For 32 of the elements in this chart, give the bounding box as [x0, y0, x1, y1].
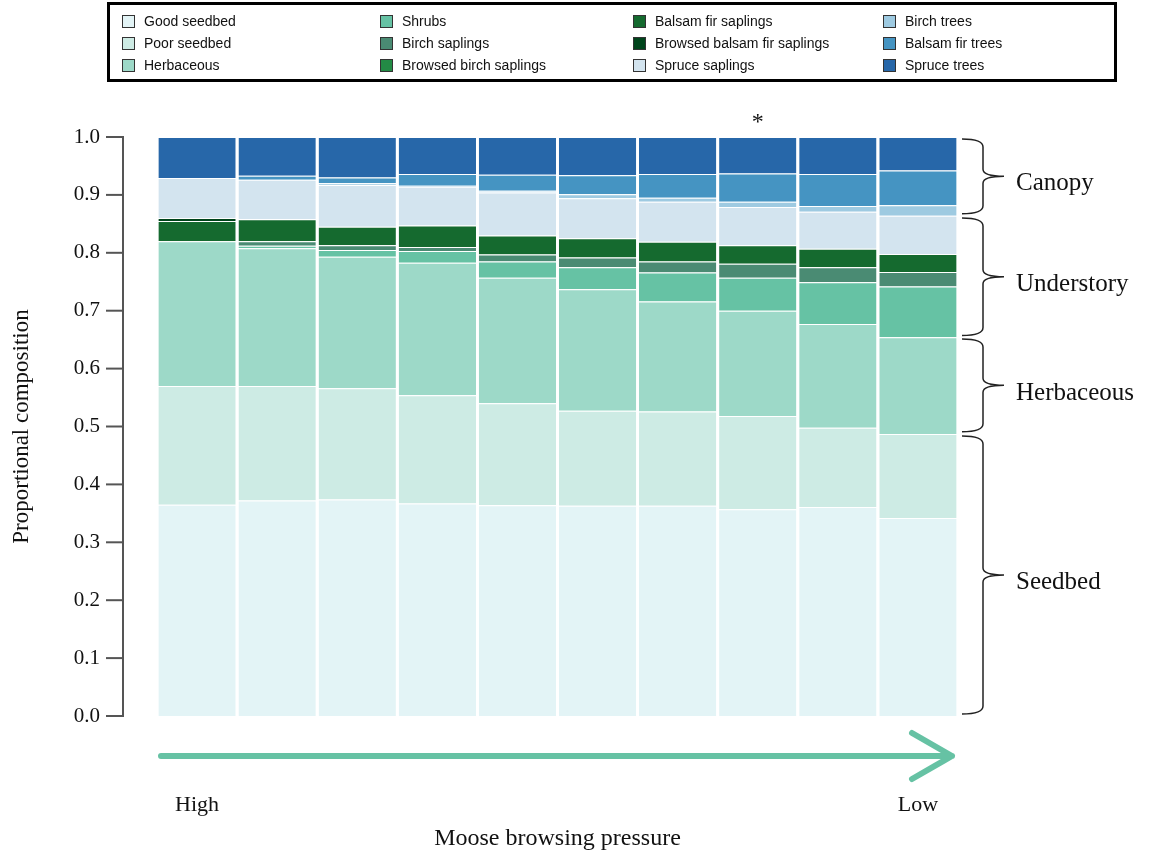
- legend-label: Spruce saplings: [655, 57, 755, 73]
- legend-label: Browsed birch saplings: [402, 57, 546, 73]
- x-tick-label: Low: [897, 790, 939, 816]
- y-tick-label: 0.1: [73, 644, 100, 669]
- legend-label: Herbaceous: [144, 57, 220, 73]
- text: Herbaceous: [1016, 376, 1134, 407]
- legend-label: Shrubs: [402, 13, 447, 29]
- y-tick-label: 0.4: [73, 470, 101, 495]
- data-label: *: [751, 108, 764, 135]
- text: Understory: [1016, 267, 1129, 298]
- y-tick-label: 0.8: [73, 239, 100, 264]
- y-tick-label: 0.7: [73, 297, 100, 322]
- legend-label: Good seedbed: [144, 13, 236, 29]
- y-tick-label: 0.6: [73, 355, 100, 380]
- x-axis-title: Moose browsing pressure: [434, 823, 681, 850]
- legend-label: Browsed balsam fir saplings: [655, 35, 830, 51]
- y-tick-label: 0.5: [73, 413, 100, 438]
- y-tick-label: 0.3: [73, 528, 100, 553]
- text: Seedbed: [1016, 566, 1101, 596]
- legend-label: Birch saplings: [402, 35, 490, 51]
- legend-label: Spruce trees: [905, 57, 985, 73]
- legend-label: Poor seedbed: [144, 35, 232, 51]
- legend-label: Balsam fir saplings: [655, 13, 773, 29]
- y-tick-label: 0.2: [73, 586, 100, 611]
- y-axis-title: Proportional composition: [7, 308, 33, 544]
- y-tick-label: 0.0: [73, 702, 100, 727]
- legend-label: Birch trees: [905, 13, 972, 29]
- y-tick-label: 1.0: [73, 123, 100, 148]
- y-tick-label: 0.9: [73, 181, 100, 206]
- x-tick-label: High: [175, 790, 220, 816]
- legend-label: Balsam fir trees: [905, 35, 1003, 51]
- text: Canopy: [1016, 167, 1094, 198]
